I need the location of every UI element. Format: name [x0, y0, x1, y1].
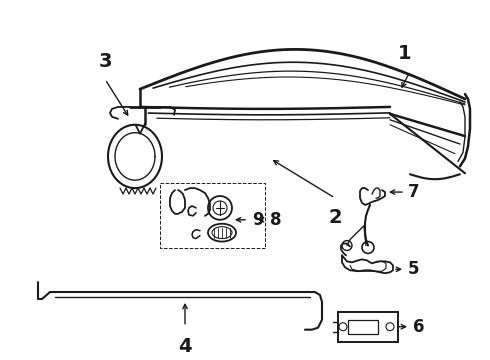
Text: 3: 3 [98, 52, 112, 71]
Text: 4: 4 [178, 337, 192, 356]
Text: 9: 9 [252, 211, 264, 229]
Text: 8: 8 [270, 211, 281, 229]
Text: 5: 5 [408, 260, 419, 278]
Text: 6: 6 [413, 318, 424, 336]
Bar [348, 320, 378, 334]
Bar [160, 183, 265, 248]
Text: 2: 2 [328, 208, 342, 227]
Text: 7: 7 [408, 183, 419, 201]
Bar [338, 312, 398, 342]
Text: 1: 1 [398, 44, 412, 63]
